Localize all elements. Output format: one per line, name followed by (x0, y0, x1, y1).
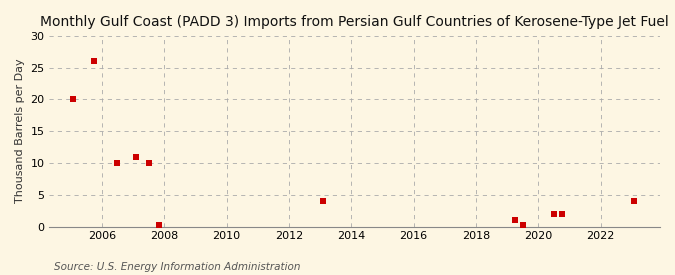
Point (68, 97, 78, 101)
Text: Source: U.S. Energy Information Administration: Source: U.S. Energy Information Administ… (54, 262, 300, 272)
Point (153, 222, 164, 227)
Point (629, 199, 640, 203)
Point (143, 161, 154, 165)
Y-axis label: Thousand Barrels per Day: Thousand Barrels per Day (15, 59, 25, 204)
Point (317, 199, 328, 203)
Point (130, 154, 141, 159)
Point (112, 161, 123, 165)
Point (510, 218, 520, 222)
Title: Monthly Gulf Coast (PADD 3) Imports from Persian Gulf Countries of Kerosene-Type: Monthly Gulf Coast (PADD 3) Imports from… (40, 15, 669, 29)
Point (549, 212, 560, 216)
Point (556, 212, 567, 216)
Point (88, 59, 99, 63)
Point (518, 223, 529, 227)
